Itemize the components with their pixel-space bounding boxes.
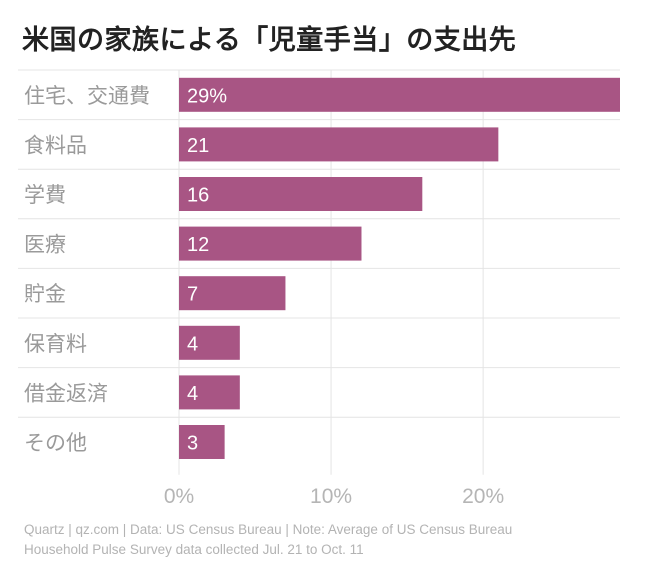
data-label: 4 bbox=[187, 383, 198, 405]
data-label: 12 bbox=[187, 234, 209, 256]
bar bbox=[179, 425, 225, 459]
bar bbox=[179, 177, 423, 211]
bar bbox=[179, 276, 286, 311]
bar bbox=[179, 226, 362, 261]
category-label: 食料品 bbox=[24, 133, 87, 157]
data-label: 3 bbox=[187, 433, 198, 455]
data-label: 21 bbox=[187, 135, 209, 157]
source-note: Quartz | qz.com | Data: US Census Bureau… bbox=[24, 520, 634, 560]
bar bbox=[179, 127, 499, 162]
category-label: 借金返済 bbox=[24, 381, 108, 405]
source-note-line-2: Household Pulse Survey data collected Ju… bbox=[24, 542, 364, 557]
chart-title: 米国の家族による「児童手当」の支出先 bbox=[22, 25, 517, 56]
data-label: 29% bbox=[187, 85, 227, 107]
data-label: 16 bbox=[187, 185, 209, 207]
category-label: 医療 bbox=[24, 233, 66, 257]
data-label: 4 bbox=[187, 333, 198, 355]
x-tick-label: 0% bbox=[164, 485, 194, 508]
bars: 29% 21 16 12 7 4 4 3 bbox=[179, 77, 620, 459]
x-tick-label: 20% bbox=[462, 485, 504, 508]
bar bbox=[179, 325, 240, 360]
bar bbox=[179, 375, 240, 410]
x-tick-label: 10% bbox=[310, 485, 352, 508]
bar bbox=[179, 77, 620, 112]
category-label: 学費 bbox=[24, 183, 66, 207]
x-axis-ticks: 0% 10% 20% bbox=[164, 485, 504, 508]
source-note-line-1: Quartz | qz.com | Data: US Census Bureau… bbox=[24, 522, 513, 537]
category-label: 貯金 bbox=[24, 282, 66, 306]
category-label: その他 bbox=[24, 431, 87, 455]
category-label: 住宅、交通費 bbox=[24, 84, 150, 108]
data-label: 7 bbox=[187, 284, 198, 306]
category-label: 保育料 bbox=[24, 332, 87, 356]
